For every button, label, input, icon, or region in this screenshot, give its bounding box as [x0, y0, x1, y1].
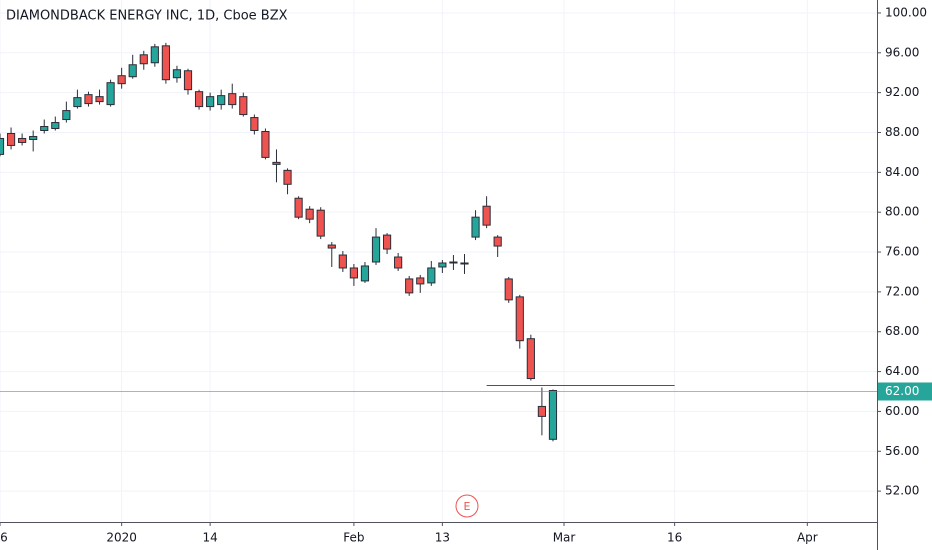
candle-body — [349, 267, 358, 279]
candle-body — [327, 244, 336, 249]
candle-body — [194, 91, 204, 108]
candle-body — [504, 278, 513, 301]
y-tick-label: 96.00 — [885, 45, 919, 59]
candle-body — [427, 267, 436, 284]
last-price-box — [878, 382, 932, 401]
candle-body — [73, 97, 82, 108]
event-marker-label: E — [464, 500, 471, 513]
y-tick-label: 88.00 — [885, 125, 919, 139]
candle-body — [438, 262, 447, 268]
candle-body — [239, 96, 248, 116]
candle-body — [493, 236, 502, 247]
candle-body — [161, 45, 170, 81]
candle-body — [382, 234, 392, 250]
x-tick-label: 6 — [0, 531, 8, 545]
candle-body — [294, 197, 303, 218]
candle-body — [471, 216, 480, 238]
x-tick-label: 14 — [202, 531, 217, 545]
y-tick-label: 100.00 — [885, 5, 927, 19]
candle-body — [128, 64, 137, 78]
candle-body — [548, 390, 558, 440]
candle-body — [515, 296, 524, 342]
candle-body — [206, 96, 215, 108]
candle-body — [51, 122, 60, 130]
x-tick-label: 16 — [667, 531, 682, 545]
x-tick-label: Mar — [553, 531, 576, 545]
candle-body — [526, 338, 535, 380]
candle-body — [18, 137, 27, 143]
y-tick-label: 60.00 — [885, 404, 919, 418]
candle-body — [29, 135, 38, 140]
candle-body — [95, 96, 104, 103]
candle-body — [228, 93, 237, 106]
candle-body — [217, 95, 226, 106]
y-tick-label: 72.00 — [885, 284, 919, 298]
candle-body — [117, 75, 126, 85]
candle-body — [405, 278, 414, 294]
x-tick-label: Apr — [797, 531, 818, 545]
y-tick-label: 80.00 — [885, 205, 919, 219]
candle-body — [0, 137, 5, 155]
candle-body — [172, 69, 182, 79]
candle-body — [62, 110, 71, 121]
candle-body — [537, 405, 546, 417]
candle-body — [139, 54, 148, 65]
candle-body — [482, 205, 491, 226]
candle-body — [283, 169, 292, 185]
y-tick-label: 56.00 — [885, 444, 919, 458]
candle-body — [106, 82, 115, 106]
candle-body — [360, 265, 370, 282]
y-tick-label: 64.00 — [885, 364, 919, 378]
candle-body — [305, 208, 314, 220]
candle-body — [183, 70, 193, 91]
y-tick-label: 52.00 — [885, 484, 919, 498]
candle-body — [261, 130, 270, 158]
y-tick-label: 76.00 — [885, 245, 919, 259]
candle-body — [460, 262, 469, 265]
x-tick-label: Feb — [343, 531, 364, 545]
candle-body — [338, 254, 347, 269]
y-tick-label: 68.00 — [885, 324, 919, 338]
candle-body — [316, 209, 325, 237]
candle-body — [272, 161, 281, 165]
y-tick-label: 84.00 — [885, 165, 919, 179]
candle-body — [6, 132, 16, 146]
event-marker-circle — [455, 494, 479, 518]
x-tick-label: 2020 — [106, 531, 137, 545]
candle-body — [394, 256, 403, 269]
candle-body — [150, 46, 159, 64]
last-price-label: 62.00 — [885, 384, 919, 398]
candle-body — [371, 236, 381, 263]
candle-body — [40, 126, 49, 131]
candle-body — [449, 261, 458, 264]
chart-title: DIAMONDBACK ENERGY INC, 1D, Cboe BZX — [6, 9, 288, 24]
x-tick-label: 13 — [435, 531, 450, 545]
candle-body — [416, 277, 425, 285]
candle-body — [84, 94, 93, 105]
y-tick-label: 92.00 — [885, 85, 919, 99]
candle-body — [250, 117, 259, 132]
